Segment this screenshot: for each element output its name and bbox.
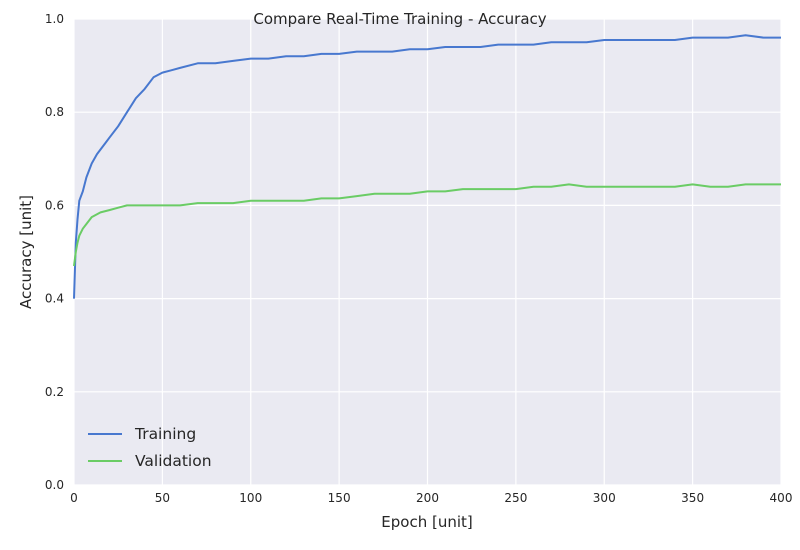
x-tick-label: 250 — [504, 491, 527, 505]
legend: Training Validation — [88, 425, 212, 470]
x-tick-label: 400 — [770, 491, 793, 505]
x-tick-label: 350 — [681, 491, 704, 505]
y-tick-label: 0.8 — [45, 105, 64, 119]
y-tick-label: 0.0 — [45, 478, 64, 492]
legend-label-validation: Validation — [135, 452, 212, 470]
y-tick-label: 1.0 — [45, 12, 64, 26]
x-tick-labels: 0 50 100 150 200 250 300 350 400 — [70, 491, 792, 505]
x-tick-label: 100 — [239, 491, 262, 505]
series-line-training — [73, 34, 781, 299]
x-tick-label: 300 — [593, 491, 616, 505]
x-tick-label: 50 — [155, 491, 170, 505]
x-axis-label: Epoch [unit] — [381, 513, 472, 531]
y-tick-label: 0.2 — [45, 385, 64, 399]
legend-label-training: Training — [134, 425, 196, 443]
series-lines — [73, 34, 781, 299]
y-axis-label: Accuracy [unit] — [17, 195, 35, 309]
x-tick-label: 0 — [70, 491, 78, 505]
y-tick-label: 0.6 — [45, 198, 64, 212]
x-tick-label: 150 — [328, 491, 351, 505]
series-line-validation — [73, 183, 781, 267]
y-tick-label: 0.4 — [45, 292, 64, 306]
x-tick-label: 200 — [416, 491, 439, 505]
y-tick-labels: 0.0 0.2 0.4 0.6 0.8 1.0 — [45, 12, 64, 492]
chart-title: Compare Real-Time Training - Accuracy — [253, 10, 546, 28]
grid-lines — [73, 18, 782, 486]
